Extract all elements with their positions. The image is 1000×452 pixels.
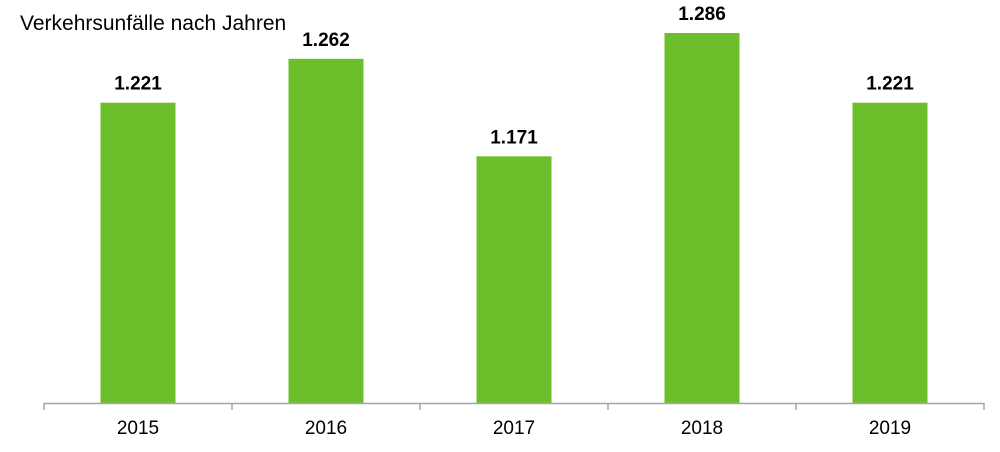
- data-label-2015: 1.221: [114, 74, 162, 95]
- data-label-2017: 1.171: [490, 127, 538, 148]
- labels-layer: 1.221 1.262 1.171 1.286 1.221: [114, 4, 914, 148]
- x-tick-label-2016: 2016: [305, 418, 347, 439]
- bar-2015: [100, 102, 176, 403]
- x-tick-label-2015: 2015: [117, 418, 159, 439]
- x-tick-label-2018: 2018: [681, 418, 723, 439]
- bars-layer: [100, 33, 928, 404]
- bar-2016: [288, 58, 364, 404]
- bar-2019: [852, 102, 928, 403]
- bar-2018: [664, 33, 740, 403]
- chart-title: Verkehrsunfälle nach Jahren: [20, 12, 287, 35]
- data-label-2019: 1.221: [866, 74, 914, 95]
- x-axis: 2015 2016 2017 2018 2019: [43, 402, 985, 439]
- x-tick-label-2017: 2017: [493, 418, 535, 439]
- x-tick-label-2019: 2019: [869, 418, 911, 439]
- bar-2017: [476, 156, 552, 403]
- data-label-2016: 1.262: [302, 30, 350, 51]
- data-label-2018: 1.286: [678, 4, 726, 25]
